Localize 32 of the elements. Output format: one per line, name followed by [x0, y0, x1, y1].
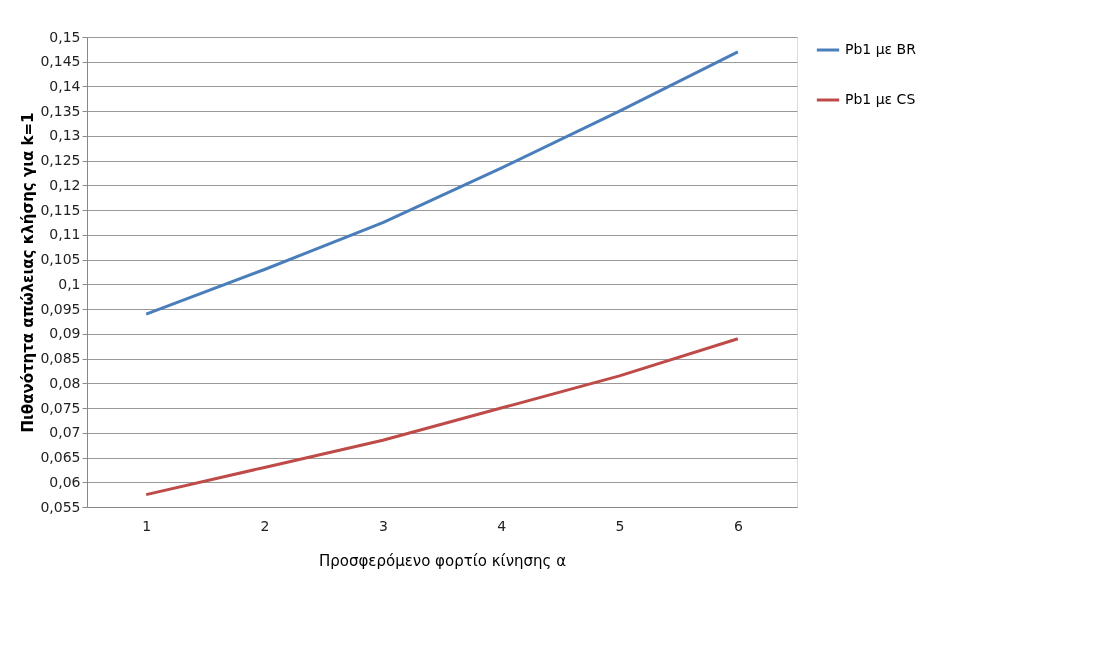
y-tick-label: 0,15 — [49, 28, 81, 45]
y-tick-label: 0,135 — [40, 102, 81, 119]
x-tick-label: 5 — [615, 517, 625, 534]
y-tick-label: 0,145 — [40, 53, 81, 70]
y-tick-label: 0,14 — [49, 77, 81, 94]
x-tick-label: 3 — [378, 517, 388, 534]
y-tick-label: 0,06 — [49, 473, 81, 490]
y-tick-label: 0,065 — [40, 449, 81, 466]
y-tick-label: 0,1 — [58, 275, 81, 292]
x-tick-label: 1 — [142, 517, 152, 534]
y-tick-label: 0,125 — [40, 152, 81, 169]
y-tick-label: 0,095 — [40, 300, 81, 317]
x-axis-title: Προσφερόμενο φορτίο κίνησης α — [318, 551, 567, 570]
y-tick-label: 0,055 — [40, 498, 81, 515]
legend-label: Pb1 με CS — [845, 91, 916, 107]
y-tick-label: 0,11 — [49, 226, 81, 243]
legend-label: Pb1 με BR — [845, 41, 917, 57]
y-axis-title: Πιθανότητα απώλειας κλήσης για k=1 — [19, 112, 38, 433]
line-series — [144, 50, 740, 316]
x-tick-label: 6 — [733, 517, 743, 534]
line-series — [144, 337, 740, 497]
y-tick-label: 0,085 — [40, 350, 81, 367]
y-tick-label: 0,07 — [49, 424, 81, 441]
y-tick-label: 0,105 — [40, 251, 81, 268]
y-tick-label: 0,075 — [40, 399, 81, 416]
x-tick-label: 2 — [260, 517, 270, 534]
y-tick-label: 0,08 — [49, 374, 81, 391]
y-tick-label: 0,12 — [49, 176, 81, 193]
y-tick-label: 0,13 — [49, 127, 81, 144]
x-tick-label: 4 — [497, 517, 507, 534]
y-tick-label: 0,09 — [49, 325, 81, 342]
y-tick-label: 0,115 — [40, 201, 81, 218]
